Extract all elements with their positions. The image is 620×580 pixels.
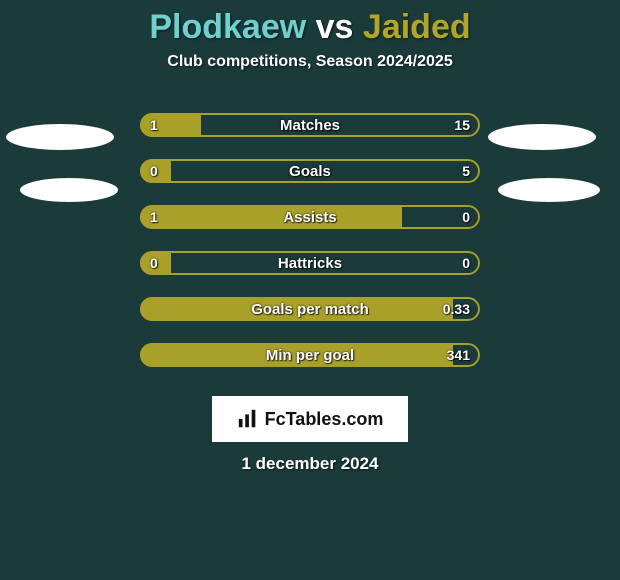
- player-left-name: Plodkaew: [149, 8, 306, 46]
- comparison-infographic: Plodkaew vs Jaided Club competitions, Se…: [0, 0, 620, 580]
- stat-bar: 1Matches15: [140, 113, 480, 137]
- stat-label: Min per goal: [140, 343, 480, 367]
- source-logo-text: FcTables.com: [265, 409, 384, 430]
- source-logo: FcTables.com: [212, 396, 408, 442]
- stat-right-value: 0: [462, 205, 470, 229]
- team-badge-placeholder: [488, 124, 596, 150]
- subtitle: Club competitions, Season 2024/2025: [0, 53, 620, 71]
- team-badge-placeholder: [6, 124, 114, 150]
- stat-label: Goals per match: [140, 297, 480, 321]
- stat-right-value: 5: [462, 159, 470, 183]
- player-right-name: Jaided: [363, 8, 471, 46]
- title-vs: vs: [306, 8, 363, 46]
- stat-right-value: 0: [462, 251, 470, 275]
- date-text: 1 december 2024: [0, 454, 620, 474]
- stat-bar: 0Hattricks0: [140, 251, 480, 275]
- stat-right-value: 0.33: [443, 297, 470, 321]
- stat-label: Hattricks: [140, 251, 480, 275]
- bars-region: 1Matches150Goals51Assists00Hattricks0Goa…: [0, 113, 620, 367]
- team-badge-placeholder: [20, 178, 118, 202]
- page-title: Plodkaew vs Jaided: [0, 0, 620, 47]
- team-badge-placeholder: [498, 178, 600, 202]
- stat-label: Goals: [140, 159, 480, 183]
- bars-container: 1Matches150Goals51Assists00Hattricks0Goa…: [140, 113, 480, 367]
- bars-icon: [237, 408, 259, 430]
- stat-right-value: 15: [454, 113, 470, 137]
- stat-label: Assists: [140, 205, 480, 229]
- stat-bar: Goals per match0.33: [140, 297, 480, 321]
- stat-label: Matches: [140, 113, 480, 137]
- stat-bar: 1Assists0: [140, 205, 480, 229]
- stat-bar: 0Goals5: [140, 159, 480, 183]
- stat-right-value: 341: [447, 343, 470, 367]
- stat-bar: Min per goal341: [140, 343, 480, 367]
